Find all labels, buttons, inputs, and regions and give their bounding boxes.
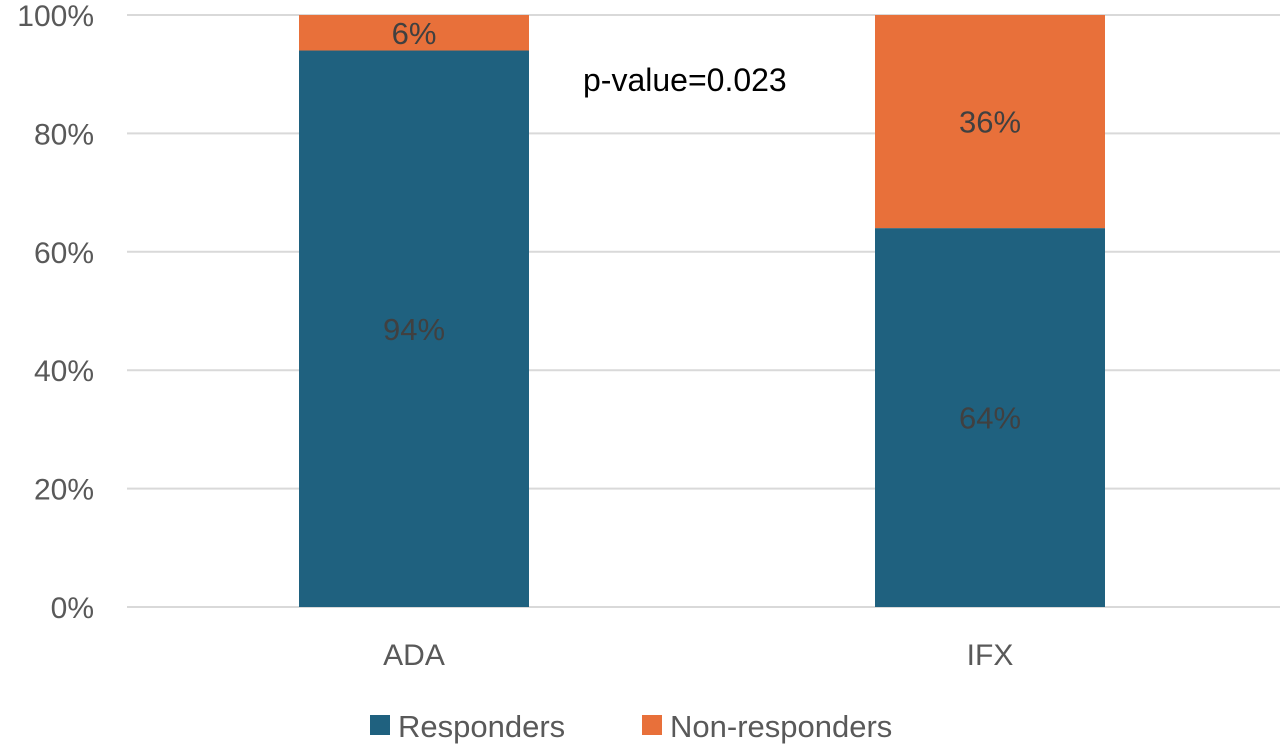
legend-swatch <box>370 715 390 735</box>
data-label: 36% <box>959 105 1021 140</box>
bar-segment <box>875 228 1105 607</box>
legend-swatch <box>642 715 662 735</box>
x-axis-categories: ADA IFX <box>383 639 1013 672</box>
y-tick-label: 0% <box>51 592 94 625</box>
data-label: 94% <box>383 312 445 347</box>
bar-segment <box>875 15 1105 229</box>
y-tick-label: 40% <box>34 355 94 388</box>
x-category-label: ADA <box>383 639 445 672</box>
x-category-label: IFX <box>967 639 1014 672</box>
bars: 94% 6% 64% 36% <box>299 15 1105 607</box>
legend: Responders Non-responders <box>370 709 892 744</box>
legend-label: Non-responders <box>670 709 892 744</box>
y-tick-label: 100% <box>17 0 94 33</box>
y-tick-label: 60% <box>34 237 94 270</box>
p-value-annotation: p-value=0.023 <box>583 62 787 98</box>
y-tick-label: 20% <box>34 474 94 507</box>
legend-label: Responders <box>398 709 565 744</box>
data-label: 6% <box>392 16 437 51</box>
data-label: 64% <box>959 401 1021 436</box>
y-tick-label: 80% <box>34 118 94 151</box>
bar-segment <box>299 15 529 51</box>
y-axis-ticks: 0% 20% 40% 60% 80% 100% <box>17 0 94 625</box>
bar-segment <box>299 50 529 607</box>
